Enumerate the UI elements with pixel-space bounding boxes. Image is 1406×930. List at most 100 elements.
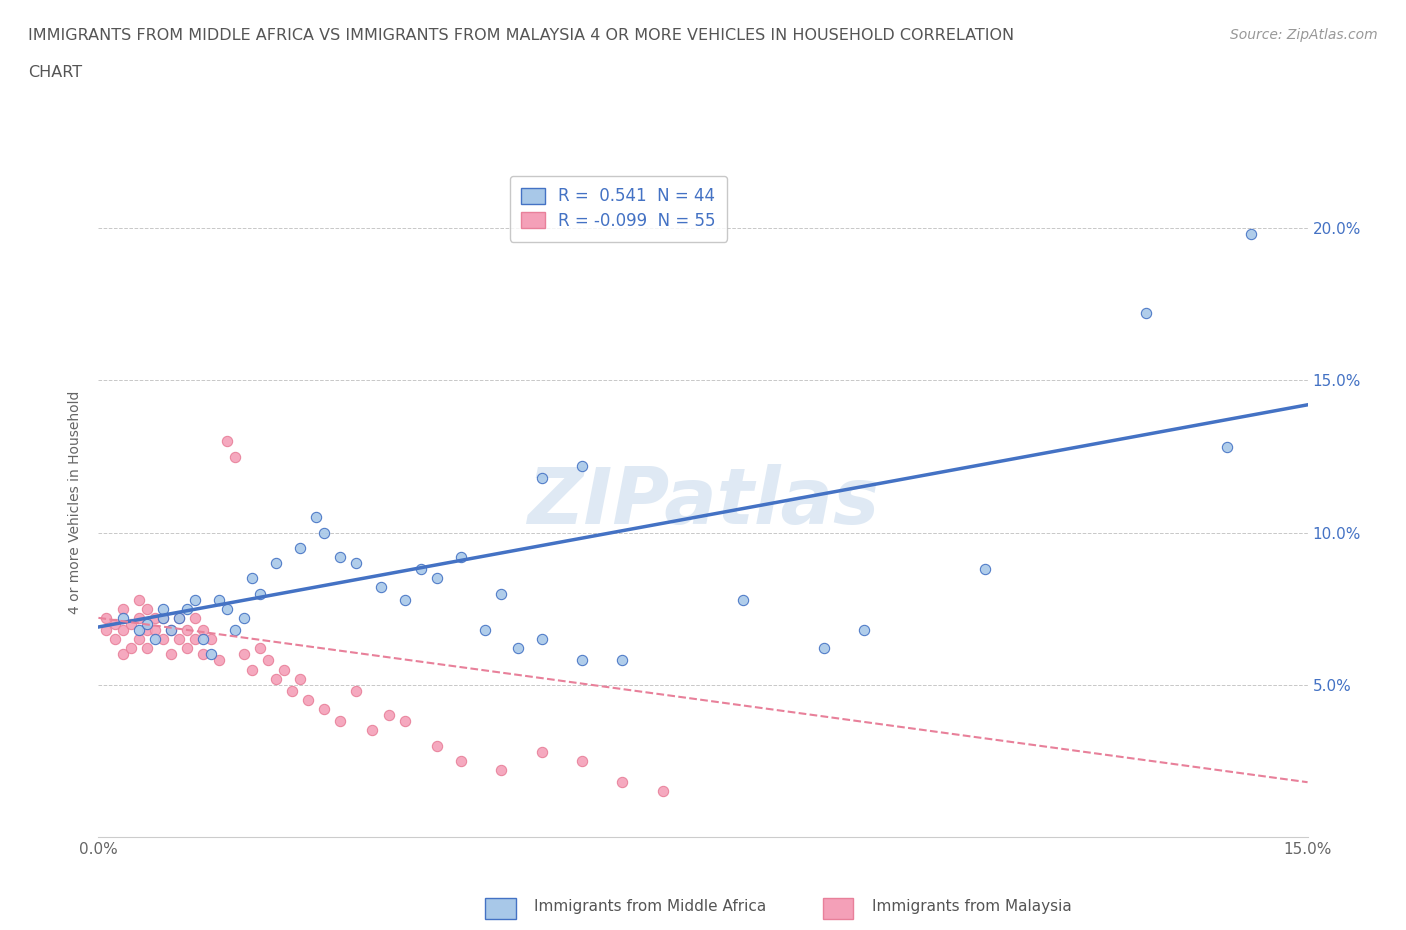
Point <box>450 753 472 768</box>
Point <box>974 562 997 577</box>
Point <box>176 641 198 656</box>
Point <box>143 610 166 625</box>
Point <box>506 641 529 656</box>
Text: Source: ZipAtlas.com: Source: ZipAtlas.com <box>1230 28 1378 42</box>
Point <box>491 586 513 601</box>
Point <box>128 622 150 637</box>
Point <box>128 610 150 625</box>
Point <box>1240 227 1263 242</box>
Point <box>344 555 367 570</box>
Point <box>208 653 231 668</box>
Point <box>200 647 222 662</box>
Point <box>176 602 198 617</box>
Point <box>409 562 432 577</box>
Point <box>571 653 593 668</box>
Point <box>273 662 295 677</box>
Point <box>571 458 593 473</box>
Point <box>1135 306 1157 321</box>
Point <box>217 602 239 617</box>
Point <box>208 592 231 607</box>
Point <box>305 510 328 525</box>
Point <box>288 540 311 555</box>
Point <box>111 622 134 637</box>
Point <box>249 586 271 601</box>
Point <box>128 592 150 607</box>
Point <box>152 631 174 646</box>
Point <box>152 610 174 625</box>
Point <box>224 622 246 637</box>
Point <box>264 671 287 686</box>
Text: Immigrants from Malaysia: Immigrants from Malaysia <box>872 899 1071 914</box>
Point <box>143 631 166 646</box>
Point <box>240 662 263 677</box>
Point <box>361 723 384 737</box>
Point <box>530 471 553 485</box>
Point <box>314 702 336 717</box>
Point <box>281 684 304 698</box>
Point <box>120 617 142 631</box>
Point <box>96 610 118 625</box>
Point <box>160 622 183 637</box>
Point <box>530 744 553 759</box>
Point <box>571 753 593 768</box>
Point <box>232 610 254 625</box>
Point <box>288 671 311 686</box>
Point <box>474 622 496 637</box>
Point <box>264 555 287 570</box>
Point <box>217 434 239 449</box>
Point <box>193 622 215 637</box>
Point <box>135 617 157 631</box>
Point <box>329 550 352 565</box>
Point <box>394 592 416 607</box>
Point <box>491 763 513 777</box>
Point <box>370 580 392 595</box>
Point <box>167 631 190 646</box>
Point <box>167 610 190 625</box>
Point <box>135 641 157 656</box>
Point <box>612 653 634 668</box>
Point <box>184 592 207 607</box>
Point <box>103 617 125 631</box>
Point <box>377 708 399 723</box>
Point <box>193 631 215 646</box>
Point <box>200 631 222 646</box>
Point <box>224 449 246 464</box>
Legend: R =  0.541  N = 44, R = -0.099  N = 55: R = 0.541 N = 44, R = -0.099 N = 55 <box>509 176 727 242</box>
Point <box>111 602 134 617</box>
Point <box>111 610 134 625</box>
Point <box>1216 440 1239 455</box>
Point <box>152 602 174 617</box>
Text: Immigrants from Middle Africa: Immigrants from Middle Africa <box>534 899 766 914</box>
Point <box>249 641 271 656</box>
Point <box>160 647 183 662</box>
Point <box>394 714 416 729</box>
Point <box>160 622 183 637</box>
Point <box>193 647 215 662</box>
Point <box>143 622 166 637</box>
Point <box>152 610 174 625</box>
Point <box>103 631 125 646</box>
Point <box>853 622 876 637</box>
Point <box>530 631 553 646</box>
Point <box>344 684 367 698</box>
Point <box>176 622 198 637</box>
Point <box>120 641 142 656</box>
Point <box>111 647 134 662</box>
Point <box>135 622 157 637</box>
Text: CHART: CHART <box>28 65 82 80</box>
Point <box>256 653 278 668</box>
Point <box>329 714 352 729</box>
Point <box>96 622 118 637</box>
Point <box>813 641 835 656</box>
Point <box>297 693 319 708</box>
Text: ZIPatlas: ZIPatlas <box>527 464 879 540</box>
Point <box>612 775 634 790</box>
Y-axis label: 4 or more Vehicles in Household: 4 or more Vehicles in Household <box>69 391 83 614</box>
Point <box>240 571 263 586</box>
Point <box>184 631 207 646</box>
Point <box>651 784 673 799</box>
Point <box>167 610 190 625</box>
Point <box>135 602 157 617</box>
Point <box>426 571 449 586</box>
Point <box>128 631 150 646</box>
